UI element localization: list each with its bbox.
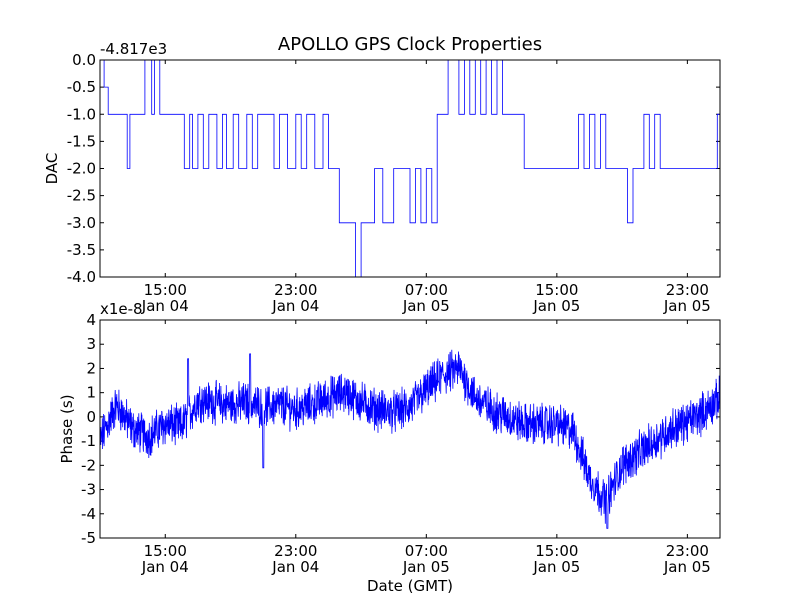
y-axis-label: DAC (43, 153, 61, 185)
y-offset-label: x1e-8 (100, 300, 143, 318)
y-tick-label: 1 (86, 384, 96, 402)
x-axis-label: Date (GMT) (367, 577, 453, 595)
phase-series-line (100, 349, 720, 529)
dac-series-line (100, 60, 720, 277)
plot-frame (99, 59, 721, 278)
x-tick-label: 23:00 (274, 542, 317, 560)
y-axis-label: Phase (s) (58, 394, 76, 463)
x-tick-label: 15:00 (144, 542, 187, 560)
x-tick-label: 23:00 (666, 281, 709, 299)
y-tick-label: -1 (81, 432, 96, 450)
plot-frame (99, 319, 721, 539)
y-tick-label: -4 (81, 505, 96, 523)
x-tick-label: Jan 05 (532, 297, 580, 315)
x-tick-label: 07:00 (405, 542, 448, 560)
y-tick-label: -3 (81, 481, 96, 499)
y-tick-label: -3.0 (67, 214, 96, 232)
y-tick-label: 4 (86, 311, 96, 329)
x-tick-label: Jan 04 (141, 558, 189, 576)
x-tick-label: Jan 04 (271, 558, 319, 576)
x-tick-label: Jan 05 (663, 558, 711, 576)
y-tick-label: -3.5 (67, 241, 96, 259)
y-tick-label: -1.5 (67, 132, 96, 150)
x-tick-label: Jan 04 (141, 297, 189, 315)
x-tick-label: Jan 05 (402, 297, 450, 315)
y-tick-label: 0.0 (72, 51, 96, 69)
y-tick-label: -2.0 (67, 160, 96, 178)
y-tick-label: -2 (81, 456, 96, 474)
x-tick-label: 15:00 (535, 281, 578, 299)
y-tick-label: -1.0 (67, 105, 96, 123)
y-tick-label: -5 (81, 529, 96, 547)
y-tick-label: -2.5 (67, 187, 96, 205)
x-tick-label: 15:00 (144, 281, 187, 299)
x-tick-label: Jan 05 (402, 558, 450, 576)
dac-plot: 0.0 -0.5 -1.0 -1.5 -2.0 -2.5 -3.0 -3.5 -4.0 15:00… (43, 40, 721, 315)
x-tick-label: 23:00 (666, 542, 709, 560)
y-tick-label: 3 (86, 335, 96, 353)
x-tick-label: 15:00 (535, 542, 578, 560)
y-tick-label: -4.0 (67, 268, 96, 286)
x-tick-label: Jan 05 (663, 297, 711, 315)
x-tick-label: Jan 05 (532, 558, 580, 576)
chart-title: APOLLO GPS Clock Properties (278, 34, 542, 55)
y-offset-label: -4.817e3 (100, 40, 167, 58)
x-tick-label: Jan 04 (271, 297, 319, 315)
x-tick-label: 23:00 (274, 281, 317, 299)
y-tick-label: 0 (86, 408, 96, 426)
x-tick-label: 07:00 (405, 281, 448, 299)
y-tick-label: -0.5 (67, 78, 96, 96)
y-tick-label: 2 (86, 359, 96, 377)
